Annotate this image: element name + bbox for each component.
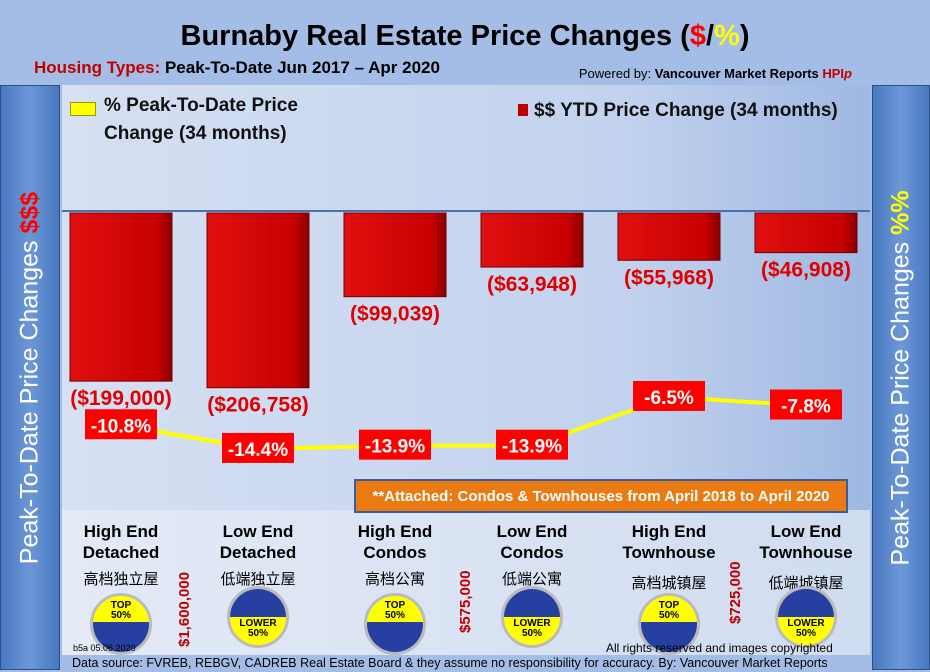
bar-label: ($55,968) (624, 266, 714, 289)
left-side-panel: Peak-To-Date Price Changes $$$ (0, 85, 60, 670)
bar-label: ($63,948) (487, 273, 577, 296)
line-point-label: -13.9% (365, 437, 425, 458)
bar (206, 212, 310, 389)
line-point-label: -6.5% (644, 388, 694, 409)
category-chinese-label: 高档城镇屋 (631, 575, 707, 592)
line-point-label: -7.8% (781, 397, 831, 418)
lower-50-badge: LOWER 50% (501, 586, 563, 648)
price-threshold: $575,000 (457, 570, 474, 633)
legend-swatch-yellow (70, 102, 96, 116)
category-chinese-label: 低端公寓 (501, 571, 562, 588)
category-area (62, 510, 870, 655)
powered-by: Powered by: Vancouver Market Reports HPI… (578, 66, 852, 81)
bar-label: ($199,000) (70, 387, 172, 410)
top-50-badge: TOP 50% (90, 593, 152, 655)
attached-note: **Attached: Condos & Townhouses from Apr… (354, 479, 848, 513)
category-label: High End Townhouse (622, 522, 716, 562)
line-point-label: -13.9% (502, 437, 562, 458)
lower-50-badge: LOWER 50% (227, 586, 289, 648)
top-50-badge: TOP 50% (364, 593, 426, 655)
bar (69, 212, 173, 382)
data-source: Data source: FVREB, REBGV, CADREB Real E… (72, 656, 828, 670)
chart-title: Burnaby Real Estate Price Changes ($/%) (180, 20, 750, 52)
bar (480, 212, 584, 268)
category-label: Low End Detached (219, 522, 297, 562)
legend-bar: $$ YTD Price Change (34 months) (518, 100, 838, 122)
bar-label: ($46,908) (761, 259, 851, 282)
line-point-label: -10.8% (91, 416, 151, 437)
category-chinese-label: 高档公寓 (364, 571, 425, 588)
line-point-label-bg (222, 432, 294, 463)
line-point-label-bg (85, 409, 157, 440)
rights-text: All rights reserved and images copyright… (606, 641, 833, 655)
bar-label: ($99,039) (350, 303, 440, 326)
price-threshold: $725,000 (727, 561, 744, 624)
bar (343, 212, 447, 298)
line-point-label-bg (633, 380, 705, 411)
category-chinese-label: 低端城镇屋 (768, 575, 844, 592)
line-point-label-bg (496, 429, 568, 460)
category-label: Low End Townhouse (759, 522, 853, 562)
bar-label: ($206,758) (207, 394, 309, 417)
category-chinese-label: 低端独立屋 (220, 571, 296, 588)
subtitle: Housing Types: Peak-To-Date Jun 2017 – A… (34, 58, 440, 77)
category-label: High End Detached (82, 522, 160, 562)
bar (617, 212, 721, 261)
bar (754, 212, 858, 254)
lower-50-badge: LOWER 50% (775, 586, 837, 648)
line-point-label-bg (770, 389, 842, 420)
version-label: b5a 05.06.2020 (73, 643, 136, 653)
category-label: High End Condos (357, 522, 433, 562)
legend-swatch-red (518, 104, 528, 116)
category-chinese-label: 高档独立屋 (83, 571, 159, 588)
category-label: Low End Condos (496, 522, 568, 562)
legend-line: % Peak-To-Date Price Change (34 months) (70, 95, 314, 148)
price-threshold: $1,600,000 (176, 571, 193, 647)
line-point-label-bg (359, 429, 431, 460)
line-point-label: -14.4% (228, 440, 288, 461)
top-50-badge: TOP 50% (638, 593, 700, 655)
